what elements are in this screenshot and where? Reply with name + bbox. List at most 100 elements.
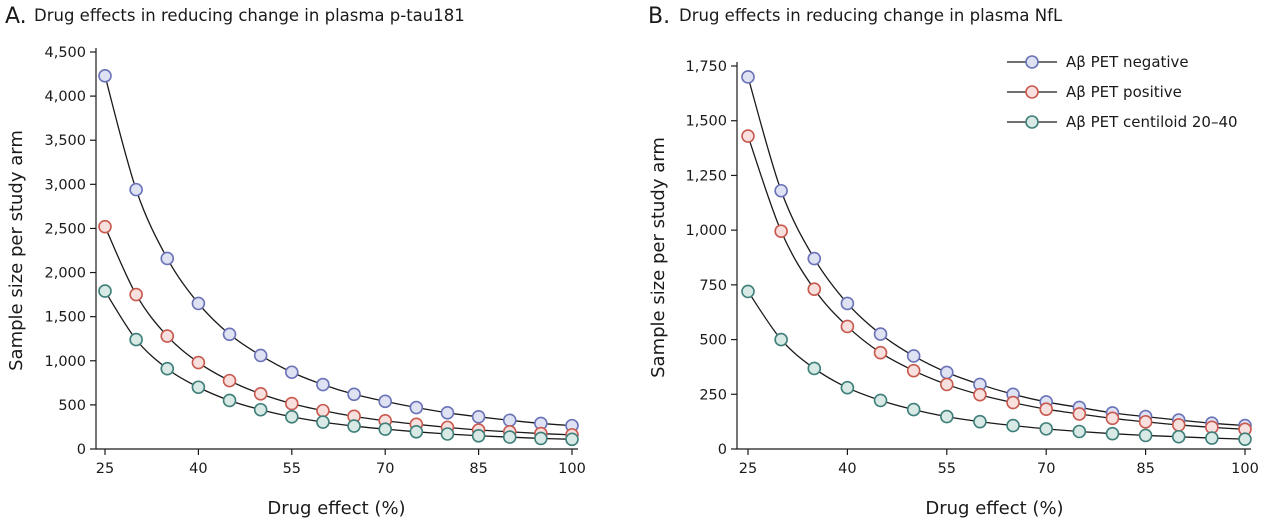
panel-a-point-negative <box>347 387 361 402</box>
legend-label-negative: Aβ PET negative <box>1066 53 1189 71</box>
panel-b-y-tick-label: 1,250 <box>685 168 727 184</box>
panel-a-series-line-positive <box>104 226 573 436</box>
panel-b-point-positive <box>1171 418 1186 432</box>
panel-a-point-negative <box>284 365 299 380</box>
panel-a-y-tick-label: 0 <box>77 442 86 458</box>
panel-a-letter: A. <box>5 4 27 29</box>
panel-b-x-axis-label: Drug effect (%) <box>925 498 1063 519</box>
panel-b-point-centiloid <box>807 361 822 376</box>
panel-a-y-tick-label: 1,000 <box>44 354 86 370</box>
panel-a-y-tick-label: 4,000 <box>44 89 86 105</box>
panel-b-point-positive <box>1138 415 1153 429</box>
panel-b-point-centiloid <box>1138 428 1153 443</box>
panel-b-point-negative <box>906 349 921 363</box>
panel-b-point-centiloid <box>840 380 855 395</box>
panel-b-x-tick-label: 85 <box>1136 461 1154 477</box>
panel-a-point-centiloid <box>534 431 548 446</box>
panel-a-y-tick-label: 2,500 <box>44 221 86 237</box>
panel-a-x-tick-label: 100 <box>558 461 586 477</box>
panel-a-point-centiloid <box>253 402 268 417</box>
panel-b-point-positive <box>1105 411 1120 426</box>
panel-a-point-positive <box>160 329 175 343</box>
panel-b-point-centiloid <box>1006 418 1020 433</box>
panel-a-point-negative <box>409 400 424 415</box>
panel-a-point-negative <box>471 409 486 424</box>
panel-b-y-tick-label: 250 <box>699 387 727 403</box>
panel-b-y-axis-label: Sample size per study arm <box>648 137 669 378</box>
panel-a-point-positive <box>222 373 237 388</box>
panel-b-point-centiloid <box>939 409 954 424</box>
panel-b-letter: B. <box>648 4 670 29</box>
panel-b-point-centiloid <box>774 332 788 347</box>
panel-b-point-centiloid <box>1205 431 1219 445</box>
panel-b-point-positive <box>906 363 921 378</box>
panel-a-y-tick-label: 3,500 <box>44 133 86 149</box>
panel-a-point-positive <box>98 219 112 234</box>
panel-b-point-negative <box>807 251 822 266</box>
panel-b-x-tick-label: 70 <box>1037 461 1055 477</box>
panel-b-point-positive <box>873 345 888 360</box>
panel-a-point-centiloid <box>409 424 424 439</box>
panel-a-point-positive <box>129 287 143 302</box>
panel-b-point-centiloid <box>1072 424 1087 439</box>
panel-a-point-centiloid <box>160 361 175 376</box>
panel-b-point-centiloid <box>1171 429 1186 444</box>
panel-b-point-positive <box>774 224 788 239</box>
legend-label-positive: Aβ PET positive <box>1066 83 1182 101</box>
panel-b-point-negative <box>939 365 954 380</box>
panel-a-point-centiloid <box>378 422 393 436</box>
panel-a-point-centiloid <box>502 430 517 444</box>
panel-b-point-positive <box>1006 395 1020 410</box>
panel-b-point-centiloid <box>1039 422 1053 436</box>
panel-b-point-centiloid <box>741 284 755 299</box>
panel-b-point-positive <box>939 377 954 392</box>
panel-b-y-tick-label: 1,500 <box>685 114 727 130</box>
panel-a-point-centiloid <box>471 428 486 443</box>
panel-b-point-positive <box>807 282 822 297</box>
panel-a-y-axis-label: Sample size per study arm <box>6 130 27 371</box>
panel-b-point-negative <box>774 183 788 198</box>
panel-a-point-negative <box>160 251 175 266</box>
panel-a-point-positive <box>253 387 268 401</box>
legend: Aβ PET negative Aβ PET positive Aβ PET cen… <box>1007 53 1238 131</box>
panel-a-x-tick-label: 40 <box>189 461 207 477</box>
panel-a-point-negative <box>191 296 206 311</box>
panel-a-point-positive <box>284 396 299 411</box>
panel-a-point-centiloid <box>440 427 455 441</box>
panel-b-chart: B. Drug effects in reducing change in pla… <box>648 4 1259 519</box>
panel-b-series-line-positive <box>747 135 1246 430</box>
panel-a-point-negative <box>440 406 455 420</box>
panel-b-point-positive <box>741 129 755 143</box>
panel-b-y-tick-label: 0 <box>718 442 727 458</box>
panel-a-chart: A. Drug effects in reducing change in pla… <box>5 4 586 519</box>
panel-a-point-negative <box>253 348 268 363</box>
panel-b-point-centiloid <box>1238 432 1252 446</box>
panel-a-x-tick-label: 55 <box>283 461 301 477</box>
panel-a-y-tick-label: 3,000 <box>44 177 86 193</box>
legend-label-centiloid: Aβ PET centiloid 20–40 <box>1066 113 1238 131</box>
panel-b-point-centiloid <box>973 414 987 429</box>
panel-a-point-centiloid <box>129 332 143 347</box>
panel-a-point-positive <box>191 355 206 370</box>
legend-marker-positive <box>1025 85 1039 99</box>
panel-b-x-tick-label: 25 <box>739 461 757 477</box>
panel-a-point-negative <box>129 182 143 197</box>
panel-b-point-positive <box>840 319 855 334</box>
panel-b-y-tick-label: 500 <box>699 333 727 349</box>
panel-a-point-centiloid <box>565 432 579 447</box>
panel-a-point-negative <box>222 327 237 342</box>
panel-a-point-centiloid <box>316 415 330 429</box>
panel-b-title: Drug effects in reducing change in plasm… <box>679 6 1063 25</box>
panel-a-x-tick-label: 70 <box>376 461 394 477</box>
panel-a-title: Drug effects in reducing change in plasm… <box>34 6 465 25</box>
panel-a-point-negative <box>98 69 112 83</box>
panel-a-x-tick-label: 85 <box>469 461 487 477</box>
panel-a-point-positive <box>316 403 330 418</box>
panel-a-x-tick-label: 25 <box>96 461 114 477</box>
panel-a-point-centiloid <box>347 419 361 433</box>
panel-b-point-positive <box>1039 402 1053 416</box>
panel-a-point-centiloid <box>284 409 299 424</box>
legend-marker-centiloid <box>1025 115 1039 129</box>
